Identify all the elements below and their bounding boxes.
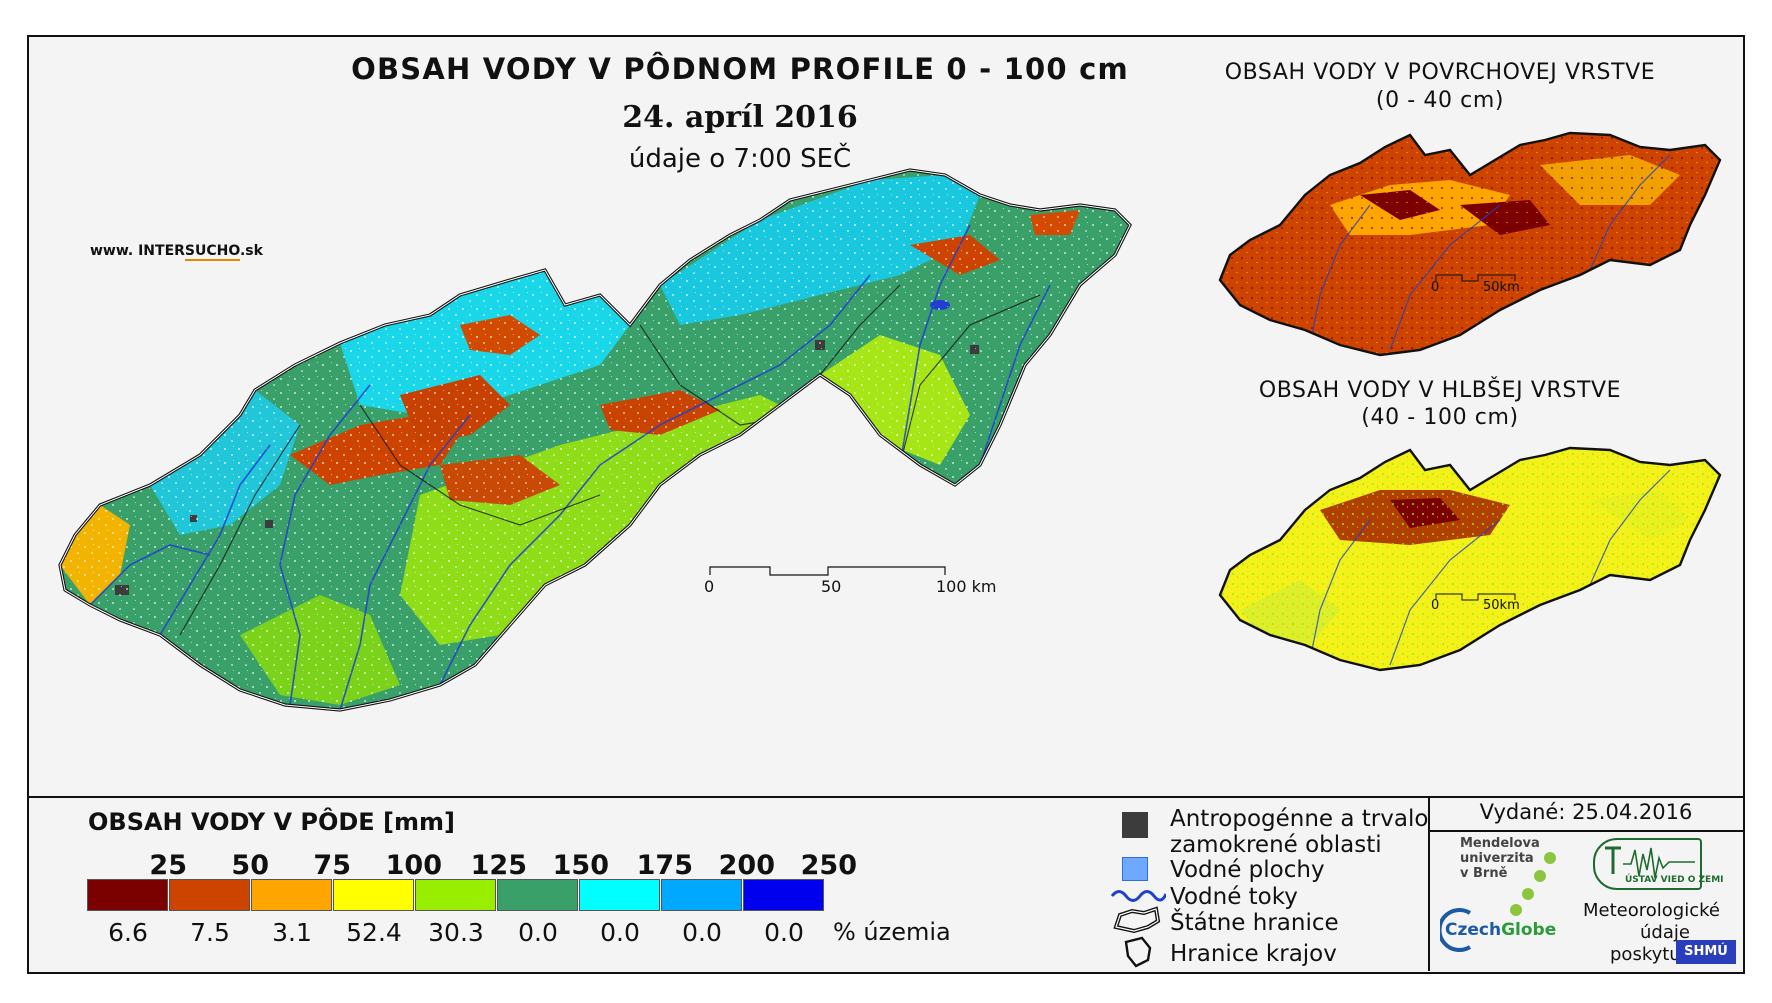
- deep-scale-bar: [1435, 593, 1516, 601]
- czechglobe-b: Globe: [1501, 920, 1557, 940]
- website-suffix: .sk: [239, 243, 263, 259]
- surface-layer-map: [1218, 131, 1722, 357]
- class-label-100: 100: [385, 850, 442, 881]
- class-percent: 3.1: [272, 918, 312, 947]
- deep-inset-title: OBSAH VODY V HLBŠEJ VRSTVE: [1258, 378, 1622, 403]
- legend-divider: [27, 796, 1743, 798]
- legend-swatch: [415, 879, 496, 911]
- legend-swatch: [743, 879, 824, 911]
- uvoz-logo: [1593, 838, 1702, 890]
- key-region-border: Hranice krajov: [1170, 941, 1337, 967]
- deep-layer-map: [1218, 446, 1722, 672]
- legend-swatch: [497, 879, 578, 911]
- key-anthropogenic-line1: Antropogénne a trvalo: [1170, 806, 1429, 832]
- info-divider: [1428, 796, 1430, 971]
- class-percent: 0.0: [764, 918, 804, 947]
- deep-scale-zero: 0: [1431, 598, 1440, 613]
- river-icon: [1110, 890, 1166, 902]
- legend-swatch: [579, 879, 660, 911]
- key-anthropogenic-line2: zamokrené oblasti: [1170, 832, 1382, 858]
- legend-swatch: [87, 879, 168, 911]
- class-label-200: 200: [718, 850, 775, 881]
- deep-inset-range: (40 - 100 cm): [1361, 405, 1519, 430]
- time-note: údaje o 7:00 SEČ: [628, 144, 852, 174]
- class-label-75: 75: [313, 850, 351, 881]
- class-percent: 7.5: [190, 918, 230, 947]
- czechglobe-logo: CzechGlobe: [1445, 920, 1556, 940]
- surface-inset-range: (0 - 40 cm): [1375, 88, 1505, 113]
- class-percent: 0.0: [600, 918, 640, 947]
- class-label-50: 50: [231, 850, 269, 881]
- deep-scale-end: 50km: [1483, 598, 1520, 613]
- mendel-line3: v Brně: [1460, 866, 1508, 881]
- percent-unit: % územia: [833, 918, 951, 946]
- surface-scale-bar: [1435, 274, 1516, 282]
- class-label-250: 250: [800, 850, 857, 881]
- surface-scale-end: 50km: [1483, 280, 1520, 295]
- main-soil-water-map: [58, 168, 1132, 712]
- issued-date: Vydané: 25.04.2016: [1479, 800, 1693, 824]
- class-percent: 0.0: [682, 918, 722, 947]
- main-scale-bar: [709, 566, 946, 576]
- shmu-logo: SHMÚ: [1676, 940, 1736, 964]
- class-label-25: 25: [149, 850, 187, 881]
- key-state-border: Štátne hranice: [1170, 910, 1339, 936]
- mendel-university-logo: Mendelova univerzita v Brně: [1460, 836, 1540, 881]
- czechglobe-a: Czech: [1445, 920, 1502, 940]
- legend-title: OBSAH VODY V PÔDE [mm]: [88, 808, 456, 836]
- legend-swatch: [251, 879, 332, 911]
- mendel-dots-icon: [1510, 852, 1556, 916]
- key-water-bodies: Vodné plochy: [1170, 857, 1325, 883]
- water-body-icon: [1122, 857, 1148, 881]
- main-scale-mid: 50: [821, 577, 842, 596]
- legend-swatch: [333, 879, 414, 911]
- issued-divider: [1428, 830, 1743, 832]
- main-scale-zero: 0: [704, 577, 715, 596]
- website-link[interactable]: www. INTERSUCHO.sk: [90, 243, 263, 261]
- region-border-icon: [1124, 936, 1152, 968]
- class-label-175: 175: [636, 850, 693, 881]
- seismograph-icon: [1605, 846, 1695, 879]
- mendel-line2: univerzita: [1460, 851, 1534, 866]
- meteo-line1: Meteorologické: [1583, 900, 1720, 921]
- website-prefix: www. INTER: [90, 243, 185, 259]
- legend-swatch: [169, 879, 250, 911]
- class-label-125: 125: [470, 850, 527, 881]
- website-highlight: SUCHO: [184, 243, 240, 261]
- legend-swatch: [661, 879, 742, 911]
- class-percent: 30.3: [428, 918, 484, 947]
- map-title: OBSAH VODY V PÔDNOM PROFILE 0 - 100 cm: [351, 52, 1129, 86]
- meteo-line2: údaje: [1640, 922, 1690, 943]
- map-date: 24. apríl 2016: [622, 100, 858, 135]
- surface-inset-title: OBSAH VODY V POVRCHOVEJ VRSTVE: [1224, 60, 1656, 85]
- class-percent: 0.0: [518, 918, 558, 947]
- state-border-icon: [1113, 906, 1161, 934]
- class-label-150: 150: [552, 850, 609, 881]
- czechglobe-arc-icon: [1440, 908, 1472, 952]
- surface-scale-zero: 0: [1431, 280, 1440, 295]
- key-rivers: Vodné toky: [1170, 884, 1298, 910]
- class-percent: 52.4: [346, 918, 402, 947]
- mendel-line1: Mendelova: [1460, 836, 1540, 851]
- main-scale-end: 100 km: [936, 577, 997, 596]
- uvoz-logo-text: ÚSTAV VIED O ZEMI: [1625, 875, 1724, 885]
- anthropogenic-area-icon: [1122, 812, 1148, 838]
- class-percent: 6.6: [108, 918, 148, 947]
